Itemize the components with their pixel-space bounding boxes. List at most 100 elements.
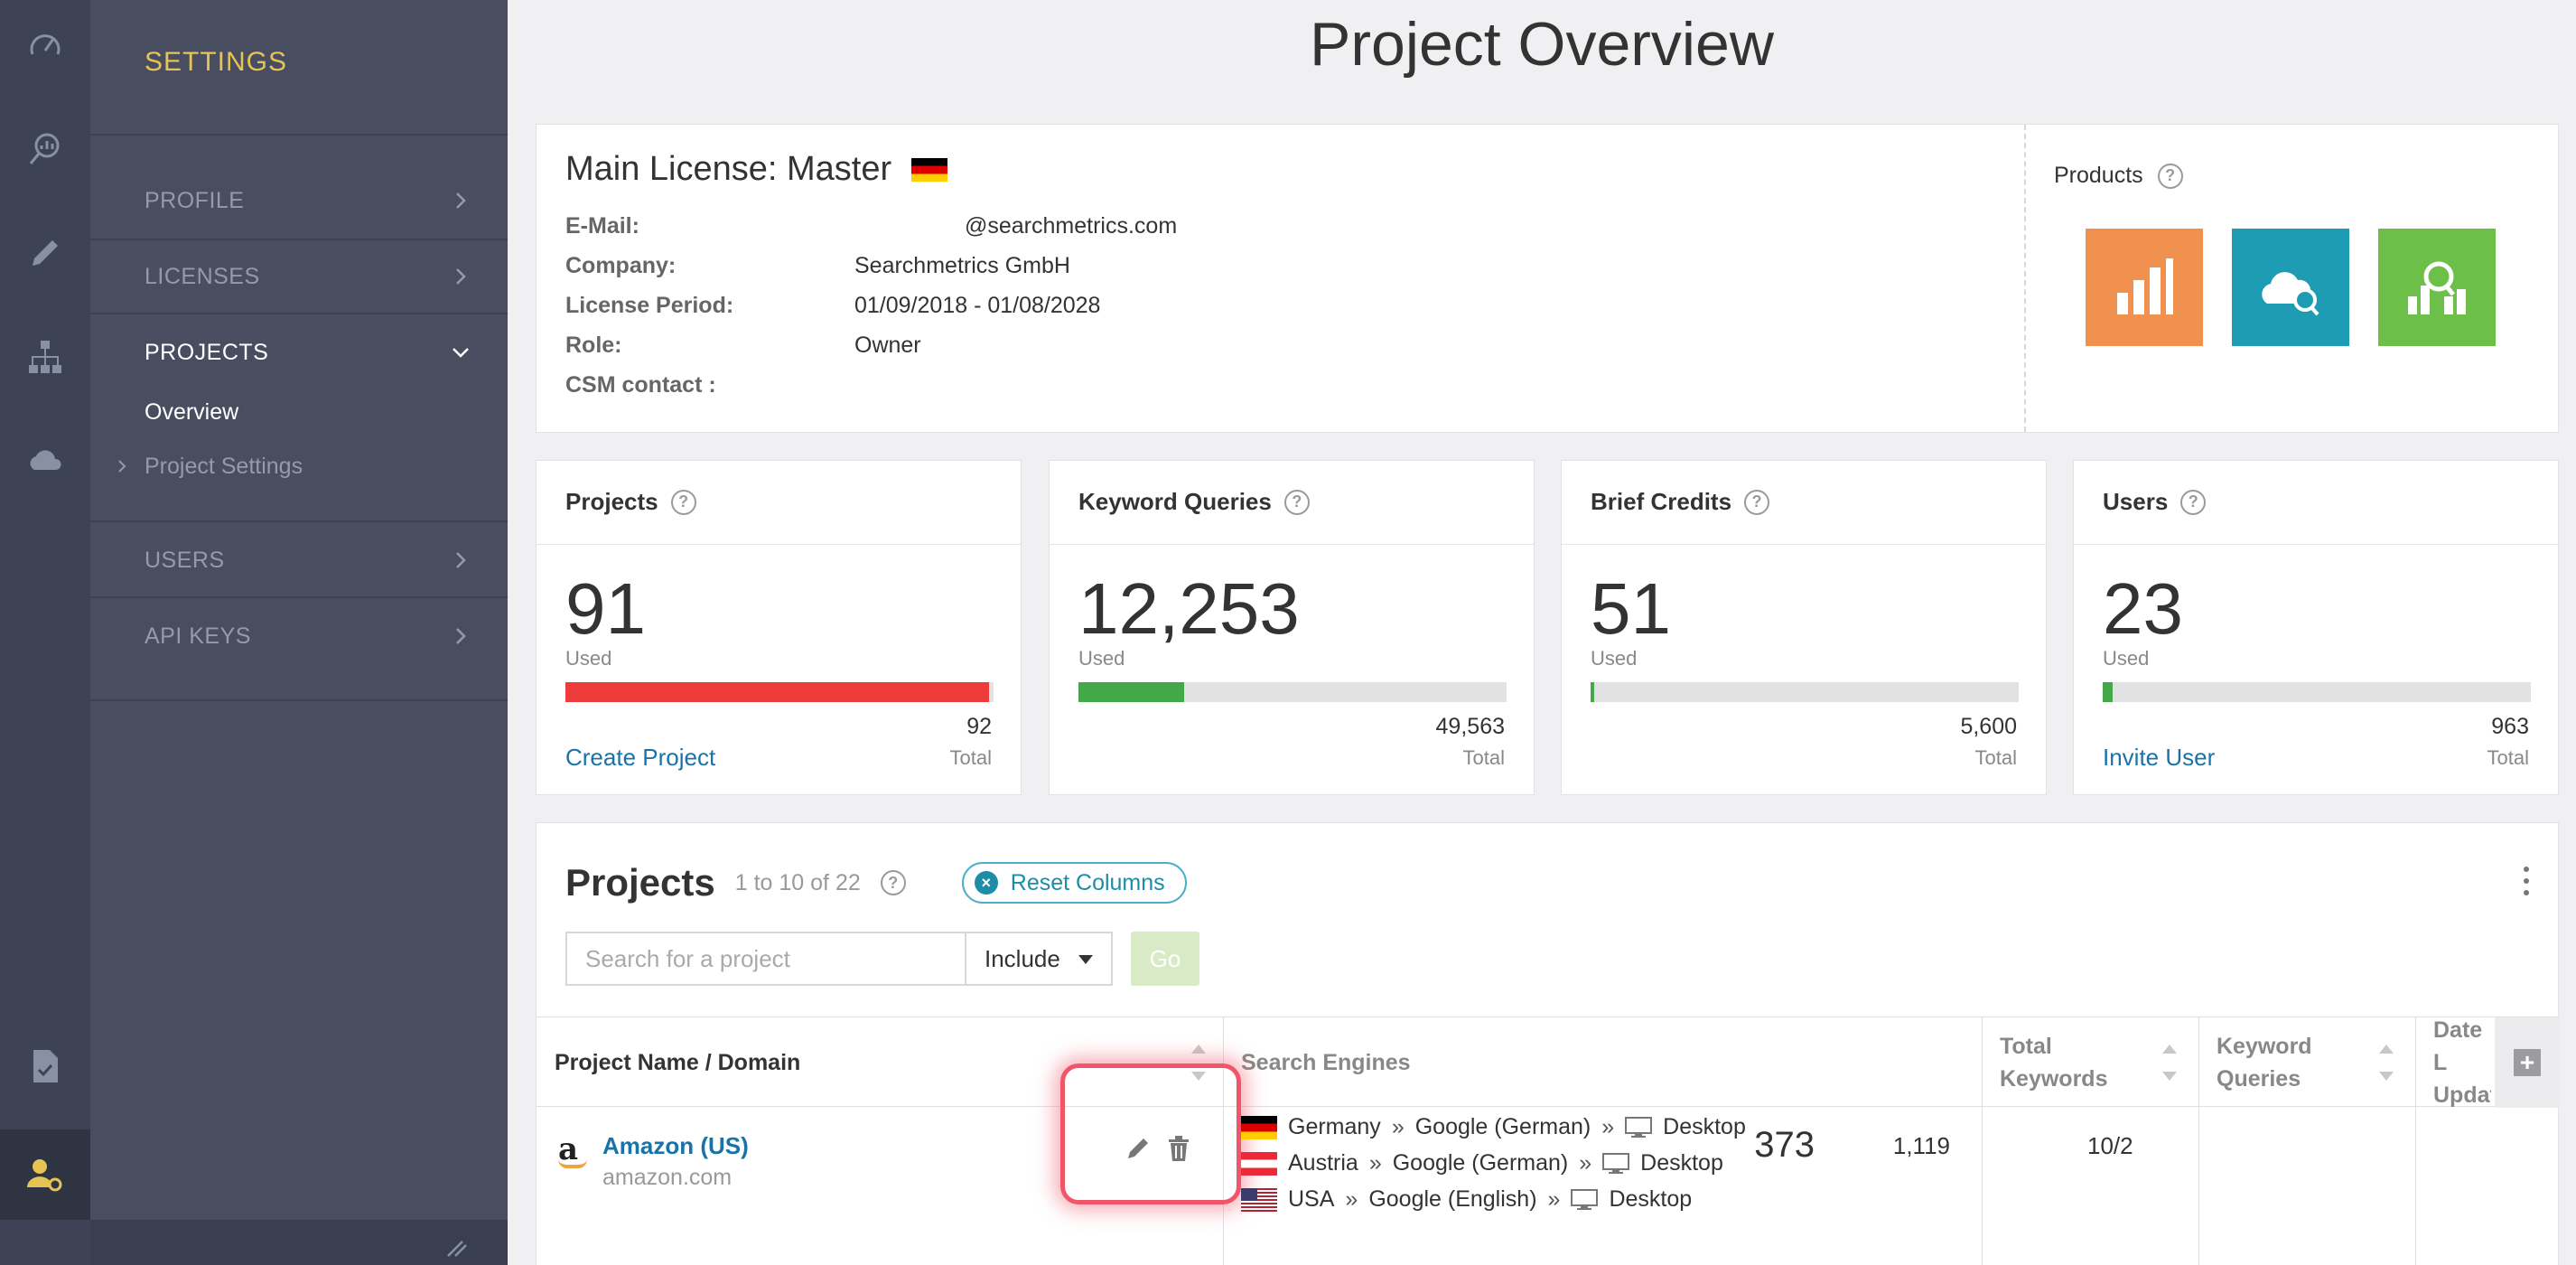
product-tile-research[interactable]	[2378, 229, 2496, 346]
date-cell: 10/2	[2087, 1132, 2133, 1159]
add-column-button[interactable]: +	[2495, 1017, 2560, 1108]
germany-flag-icon	[911, 157, 948, 182]
sort-icon[interactable]	[1191, 1045, 1206, 1081]
cloud-search-icon	[2262, 272, 2319, 316]
usage-bar-fill	[565, 682, 989, 702]
nav-item-api-keys[interactable]: API KEYS	[90, 598, 508, 674]
create-project-link[interactable]: Create Project	[565, 744, 716, 771]
nav-sub-project-settings[interactable]: Project Settings	[145, 454, 303, 479]
product-tile-cloud-search[interactable]	[2232, 229, 2349, 346]
column-header-date[interactable]: Date L Updat	[2433, 1017, 2491, 1108]
column-header-search-engines[interactable]: Search Engines	[1241, 1050, 1411, 1075]
usage-bar	[1591, 682, 2019, 702]
usage-bar-fill	[1591, 682, 1595, 702]
document-icon[interactable]	[0, 1021, 90, 1111]
cloud-icon[interactable]	[0, 416, 90, 506]
license-key: Role:	[565, 333, 622, 358]
engine-name: Google (German)	[1392, 1150, 1569, 1176]
stat-value: 91	[565, 568, 646, 649]
column-header-keyword-queries[interactable]: Keyword Queries	[2217, 1034, 2312, 1092]
nav-item-profile[interactable]: PROFILE	[90, 163, 508, 239]
dashboard-icon[interactable]	[0, 0, 90, 90]
action-highlight	[1060, 1064, 1241, 1204]
nav-item-label: API KEYS	[145, 623, 251, 649]
help-icon[interactable]: ?	[1744, 489, 1770, 515]
help-icon[interactable]: ?	[2157, 163, 2183, 189]
usage-bar	[2103, 682, 2531, 702]
nav-divider	[90, 134, 508, 136]
column-header-project-name[interactable]: Project Name / Domain	[555, 1049, 801, 1075]
stat-card-brief-credits: Brief Credits? 51 Used 5,600 Total	[1561, 460, 2047, 795]
sort-icon[interactable]	[2162, 1045, 2177, 1081]
project-search-input[interactable]	[565, 932, 965, 986]
stat-total: 49,563	[1435, 714, 1505, 739]
help-icon[interactable]: ?	[880, 870, 906, 895]
column-divider	[1223, 1017, 1224, 1265]
settings-nav: SETTINGS PROFILE LICENSES PROJECTS Overv…	[90, 0, 508, 1265]
projects-table-card: Projects 1 to 10 of 22 ? × Reset Columns…	[536, 822, 2560, 1265]
column-divider	[2415, 1017, 2416, 1265]
stat-title: Keyword Queries?	[1078, 488, 1310, 516]
help-icon[interactable]: ?	[2180, 489, 2207, 515]
edit-icon[interactable]	[0, 208, 90, 298]
stat-title-text: Keyword Queries	[1078, 488, 1272, 515]
stat-title: Brief Credits?	[1591, 488, 1770, 516]
desktop-icon	[1571, 1188, 1599, 1211]
structure-icon[interactable]	[0, 312, 90, 402]
search-engine-line: Germany » Google (German) » Desktop	[1241, 1114, 1746, 1140]
nav-item-licenses[interactable]: LICENSES	[90, 239, 508, 314]
invite-user-link[interactable]: Invite User	[2103, 744, 2216, 771]
license-value: @searchmetrics.com	[965, 213, 1178, 239]
analytics-icon[interactable]	[0, 104, 90, 194]
desktop-icon	[1602, 1152, 1630, 1175]
usage-bar-fill	[2103, 682, 2114, 702]
help-icon[interactable]: ?	[1283, 489, 1310, 515]
close-circle-icon: ×	[974, 871, 998, 895]
collapse-sidebar-button[interactable]	[90, 1220, 508, 1265]
stat-title-text: Users	[2103, 488, 2169, 515]
stat-total: 92	[966, 714, 992, 739]
engine-name: Google (English)	[1368, 1186, 1537, 1212]
include-select[interactable]: Include	[965, 932, 1113, 986]
reset-columns-button[interactable]: × Reset Columns	[961, 862, 1187, 904]
amazon-logo-icon: a	[558, 1131, 579, 1167]
stat-used-label: Used	[1591, 647, 1638, 670]
user-settings-icon[interactable]	[0, 1129, 90, 1220]
stat-total-label: Total	[1462, 746, 1505, 769]
sort-icon[interactable]	[2379, 1045, 2394, 1081]
search-engine-line: USA » Google (English) » Desktop	[1241, 1186, 1692, 1213]
projects-header: Projects 1 to 10 of 22 ? × Reset Columns	[565, 861, 1187, 904]
more-options-icon[interactable]	[2522, 867, 2531, 895]
separator-icon: »	[1345, 1186, 1358, 1212]
product-tile-content-experience[interactable]	[2086, 229, 2203, 346]
stat-total: 963	[2491, 714, 2529, 739]
pencil-icon[interactable]	[1124, 1134, 1153, 1163]
nav-divider	[90, 596, 508, 598]
column-header-total-keywords[interactable]: Total Keywords	[2000, 1034, 2108, 1092]
projects-range: 1 to 10 of 22	[734, 869, 861, 895]
license-key: Company:	[565, 253, 677, 278]
help-icon[interactable]: ?	[670, 489, 696, 515]
stat-card-projects: Projects? 91 Used 92 Total Create Projec…	[536, 460, 1022, 795]
chevron-right-icon	[456, 628, 466, 644]
chevron-down-icon	[453, 348, 469, 358]
nav-title: SETTINGS	[145, 47, 288, 77]
stat-total-label: Total	[949, 746, 992, 769]
license-title: Main License: Master	[565, 150, 948, 189]
germany-flag-icon	[1241, 1115, 1277, 1139]
reset-columns-label: Reset Columns	[1010, 869, 1165, 895]
table-row: a Amazon (US) amazon.com Germany » Googl…	[537, 1064, 2495, 1265]
license-key: License Period:	[565, 293, 734, 318]
trash-icon[interactable]	[1165, 1134, 1192, 1163]
go-button[interactable]: Go	[1131, 932, 1199, 986]
nav-divider	[90, 699, 508, 701]
stat-divider	[2074, 544, 2558, 545]
project-name-link[interactable]: Amazon (US)	[602, 1132, 749, 1159]
nav-item-users[interactable]: USERS	[90, 522, 508, 598]
nav-item-projects[interactable]: PROJECTS	[90, 314, 508, 390]
usage-bar	[565, 682, 994, 702]
nav-sub-overview[interactable]: Overview	[145, 399, 239, 425]
nav-item-label: USERS	[145, 547, 225, 573]
separator-icon: »	[1368, 1150, 1382, 1176]
desktop-icon	[1625, 1116, 1653, 1138]
